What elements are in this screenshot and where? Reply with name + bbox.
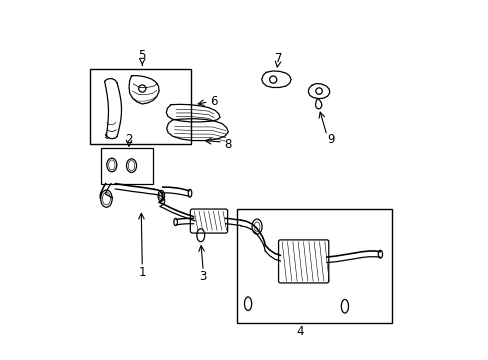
Text: 2: 2 (125, 132, 133, 145)
Text: 6: 6 (210, 95, 217, 108)
Bar (101, 148, 153, 184)
Text: 7: 7 (274, 51, 282, 64)
Bar (90, 69, 190, 144)
Text: 9: 9 (326, 133, 334, 146)
Text: 4: 4 (296, 325, 303, 338)
Bar (237, 209, 391, 323)
Text: 8: 8 (224, 138, 232, 151)
Text: 3: 3 (199, 270, 206, 283)
Text: 1: 1 (138, 266, 146, 279)
Text: 5: 5 (138, 49, 146, 62)
